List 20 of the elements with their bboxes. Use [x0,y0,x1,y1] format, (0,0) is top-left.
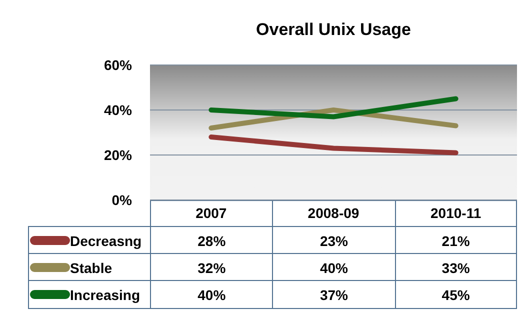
data-label: 40% [272,254,395,281]
legend-label: Stable [70,260,112,276]
data-label: 33% [394,254,517,281]
data-label: 32% [150,254,272,281]
x-tick-label: 2007 [196,204,227,221]
data-label: 21% [394,227,517,254]
data-label: 40% [150,281,272,308]
y-tick-label: 0% [112,192,133,208]
data-label: 28% [150,227,272,254]
x-tick-label: 2010-11 [430,204,482,221]
legend-label: Decreasng [70,232,142,248]
y-tick-label: 20% [104,146,133,163]
data-label: 23% [272,227,395,254]
legend-label: Increasing [70,286,140,302]
y-tick-label: 40% [104,102,133,118]
chart-title: Overall Unix Usage [255,20,412,40]
data-label: 45% [394,281,517,308]
x-tick-label: 2008-09 [308,204,360,221]
y-tick-label: 60% [104,56,133,73]
data-label: 37% [272,281,395,308]
